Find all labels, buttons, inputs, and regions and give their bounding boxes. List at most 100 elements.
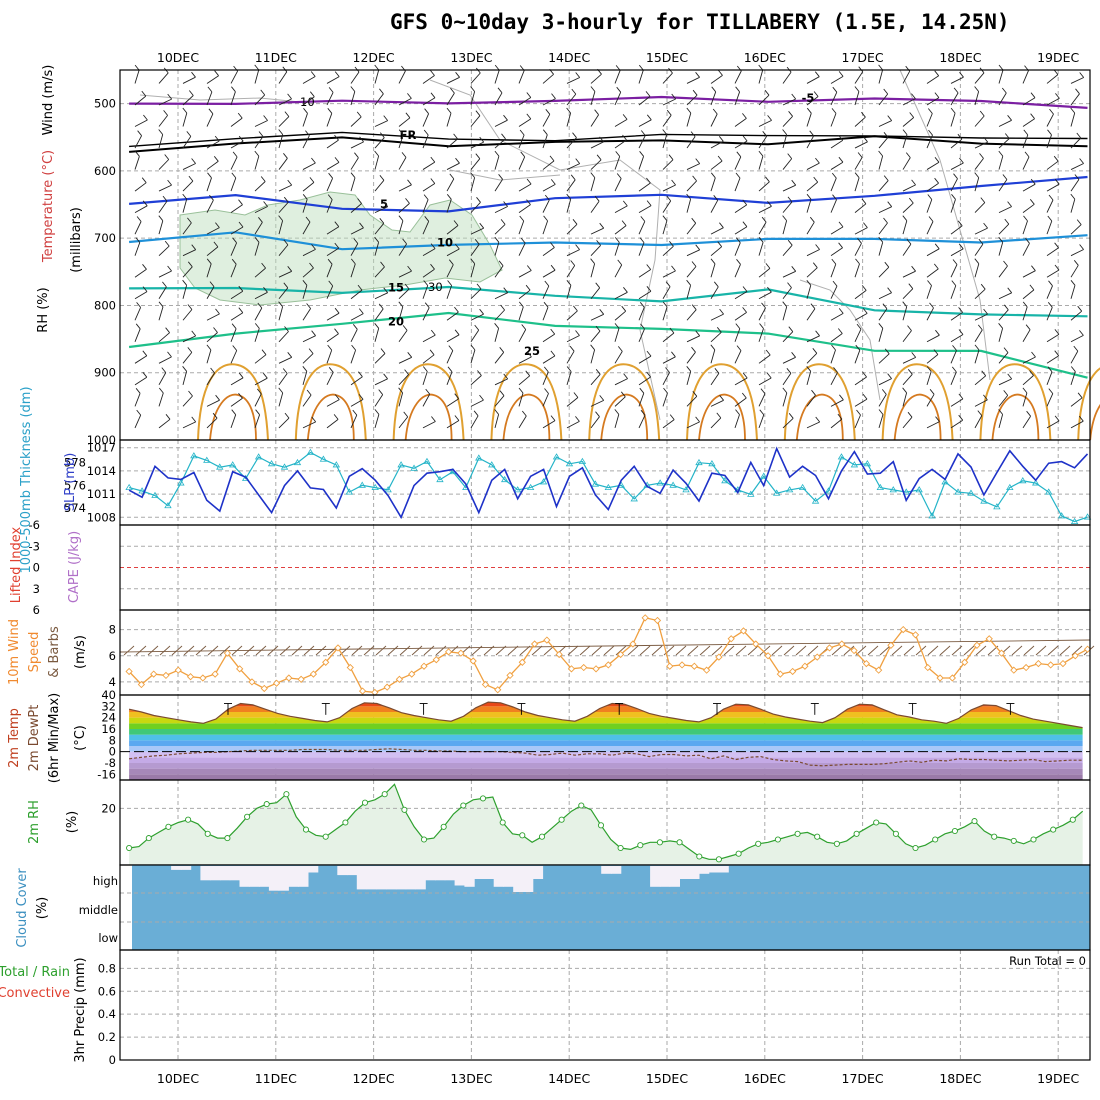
wind-barb: [404, 283, 410, 290]
isotherm-30-contour: [795, 393, 844, 441]
wind-barb: [884, 261, 890, 268]
wind-barb: [998, 414, 1004, 429]
slp-tick: 1011: [87, 487, 116, 501]
wind-barb: [158, 286, 167, 299]
wind-barb: [839, 394, 844, 401]
wind10m-barb: [375, 645, 387, 656]
precip-tick: 0.4: [98, 1007, 116, 1021]
wind-barb: [734, 177, 741, 192]
wind10m-point: [825, 644, 834, 652]
wind10m-point: [506, 671, 514, 680]
wind-barb: [429, 349, 435, 356]
wind-barb: [350, 243, 359, 256]
wind-barb: [474, 239, 480, 245]
date-label: 15DEC: [646, 50, 688, 65]
wind-barb: [238, 199, 243, 205]
wind10m-point: [260, 684, 268, 693]
wind-barb: [374, 64, 380, 71]
wind-barb: [374, 236, 379, 243]
wind-barb: [134, 69, 140, 84]
wind-barb: [254, 222, 263, 235]
wind-barb: [782, 331, 794, 343]
wind10m-point: [137, 680, 146, 689]
high-cloud-gap: [444, 866, 456, 881]
wind-barb: [787, 196, 793, 203]
rh2m-axis-label: 2m RH: [27, 800, 42, 844]
wind-barb: [254, 267, 266, 278]
rh-point: [401, 806, 408, 813]
wind-barb: [1022, 356, 1036, 364]
wind-barb: [1046, 307, 1053, 321]
wind-barb: [260, 176, 266, 182]
wind-barb: [686, 107, 692, 114]
wind-barb: [857, 152, 863, 158]
wind-barb: [830, 113, 837, 127]
wind-barb: [383, 373, 388, 380]
wind-barb: [590, 86, 596, 92]
wind-barb: [430, 329, 436, 336]
wind-barb: [758, 205, 772, 214]
wind-barb: [974, 329, 983, 343]
wind10m-point: [494, 686, 502, 694]
li-tick: -6: [29, 518, 40, 532]
rh-tick: 20: [101, 801, 116, 815]
wind-barb: [134, 376, 148, 386]
wind-barb: [550, 415, 556, 421]
precip-tick: 0.6: [98, 984, 116, 998]
wind-barb: [974, 177, 980, 192]
wind10m-barb: [279, 645, 291, 656]
isotherm-line: [129, 95, 1088, 109]
wind-barb: [782, 98, 796, 106]
wind-barb: [950, 264, 958, 278]
wind-barb: [669, 241, 674, 247]
thickness-point: [967, 489, 975, 496]
wind-barb: [686, 198, 692, 213]
wind-barb: [878, 236, 884, 243]
wind-barb: [959, 71, 964, 78]
wind-barb: [710, 75, 723, 84]
wind-barb: [374, 150, 379, 157]
wind-barb: [735, 172, 741, 179]
wind-barb: [374, 308, 384, 321]
slp-tick: 1008: [87, 510, 116, 524]
wind-barb: [830, 418, 843, 429]
wind-barb: [542, 285, 550, 299]
wind-barb: [230, 264, 237, 278]
wind-barb: [1002, 174, 1008, 180]
wind-barb: [595, 411, 600, 417]
thickness-point: [397, 461, 405, 468]
wind-barb: [542, 355, 556, 364]
wind-barb: [1001, 87, 1007, 94]
pressure-tick: 800: [94, 298, 116, 312]
wind10m-point: [629, 640, 637, 648]
wind-barb: [526, 92, 532, 98]
thickness-point: [1032, 479, 1040, 486]
thickness-point: [980, 497, 988, 504]
wind-barb: [1022, 301, 1028, 308]
wind-barb: [475, 110, 481, 116]
wind-barb: [306, 303, 311, 309]
wind-barb: [527, 351, 532, 358]
high-cloud-gap: [601, 866, 612, 874]
wind-barb: [1046, 334, 1060, 343]
wind10m-point: [1010, 666, 1018, 674]
isotherm-25-contour: [686, 363, 758, 441]
wind-barb: [953, 87, 959, 94]
wind-barb: [998, 309, 1009, 321]
wind-barb: [981, 370, 987, 377]
wind-barb: [758, 377, 772, 386]
wind-barb: [950, 225, 963, 235]
wind-barb: [758, 393, 766, 407]
thickness-point: [604, 483, 613, 490]
wind-barb: [1026, 410, 1031, 417]
wind10m-point: [383, 683, 391, 691]
wind-barb: [862, 371, 867, 378]
date-label: 14DEC: [548, 1071, 590, 1086]
wind-barb: [566, 421, 580, 429]
thickness-point: [410, 464, 418, 471]
wind-barb: [640, 323, 645, 330]
wind-barb: [446, 420, 460, 429]
wind-barb: [278, 184, 292, 192]
wind-barb: [354, 152, 359, 158]
wind-barb: [254, 181, 266, 192]
